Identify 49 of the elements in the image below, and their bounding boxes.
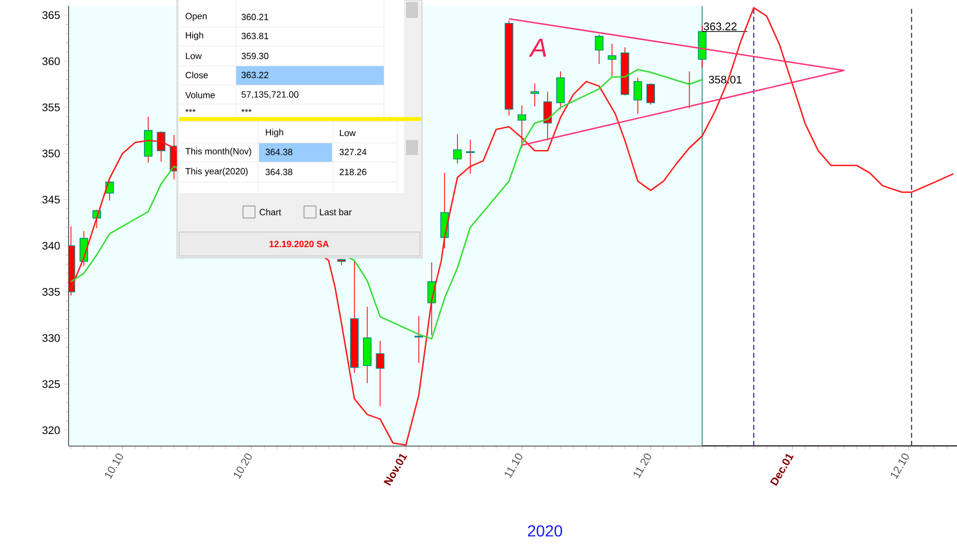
annotation: ***: [185, 108, 196, 112]
annotation: Open: [186, 12, 207, 22]
annotation: High: [266, 128, 284, 138]
candlestick: [594, 34, 604, 64]
annotation: 327.24: [340, 148, 366, 156]
y-tick-label: 335: [42, 288, 60, 296]
annotation: 363.81: [242, 32, 268, 40]
y-tick-label: 360: [42, 57, 60, 66]
y-tick-label: 345: [42, 196, 60, 204]
candlestick: [466, 139, 475, 174]
line-series: [70, 7, 954, 446]
annotation: 12.19.2020 SA: [270, 240, 329, 248]
candlestick: [530, 82, 540, 107]
y-tick-label: 340: [42, 242, 60, 250]
annotation: 364.38: [266, 148, 292, 156]
y-tick-label: 355: [42, 103, 60, 112]
annotation: 360.21: [242, 14, 268, 20]
annotation: A: [528, 38, 546, 57]
candlestick: [156, 130, 166, 162]
y-tick-label: 325: [42, 380, 60, 388]
annotation: 364.38: [266, 168, 292, 176]
candlestick: [634, 77, 642, 114]
candlestick: [453, 134, 462, 164]
annotation: ***: [241, 108, 252, 112]
annotation: Last bar: [320, 208, 352, 216]
annotation: Low: [186, 52, 202, 60]
annotation: Close: [186, 72, 208, 78]
annotation: 218.26: [340, 168, 366, 176]
y-tick-label: 350: [42, 150, 60, 158]
annotation: This month(Nov): [185, 148, 252, 156]
candlestick: [518, 105, 526, 148]
annotation: 57,135,721.00: [242, 91, 298, 99]
annotation: 363.22: [242, 72, 268, 78]
candlestick: [646, 82, 655, 105]
x-axis-title: 2020: [528, 525, 562, 537]
y-tick-label: 320: [42, 426, 60, 434]
annotation: High: [186, 32, 204, 40]
annotation: Low: [340, 130, 356, 136]
annotation: 359.30: [242, 52, 268, 60]
text: 363.22: [704, 22, 737, 30]
y-tick-label: 365: [42, 11, 60, 20]
candlestick: [414, 315, 424, 364]
annotation: Volume: [185, 92, 215, 98]
candlestick: [376, 340, 384, 407]
candlestick: [543, 91, 552, 141]
candlestick: [608, 43, 616, 76]
annotation: Chart: [260, 208, 282, 216]
annotation: This year(2020): [185, 168, 248, 176]
y-tick-label: 330: [42, 334, 60, 342]
